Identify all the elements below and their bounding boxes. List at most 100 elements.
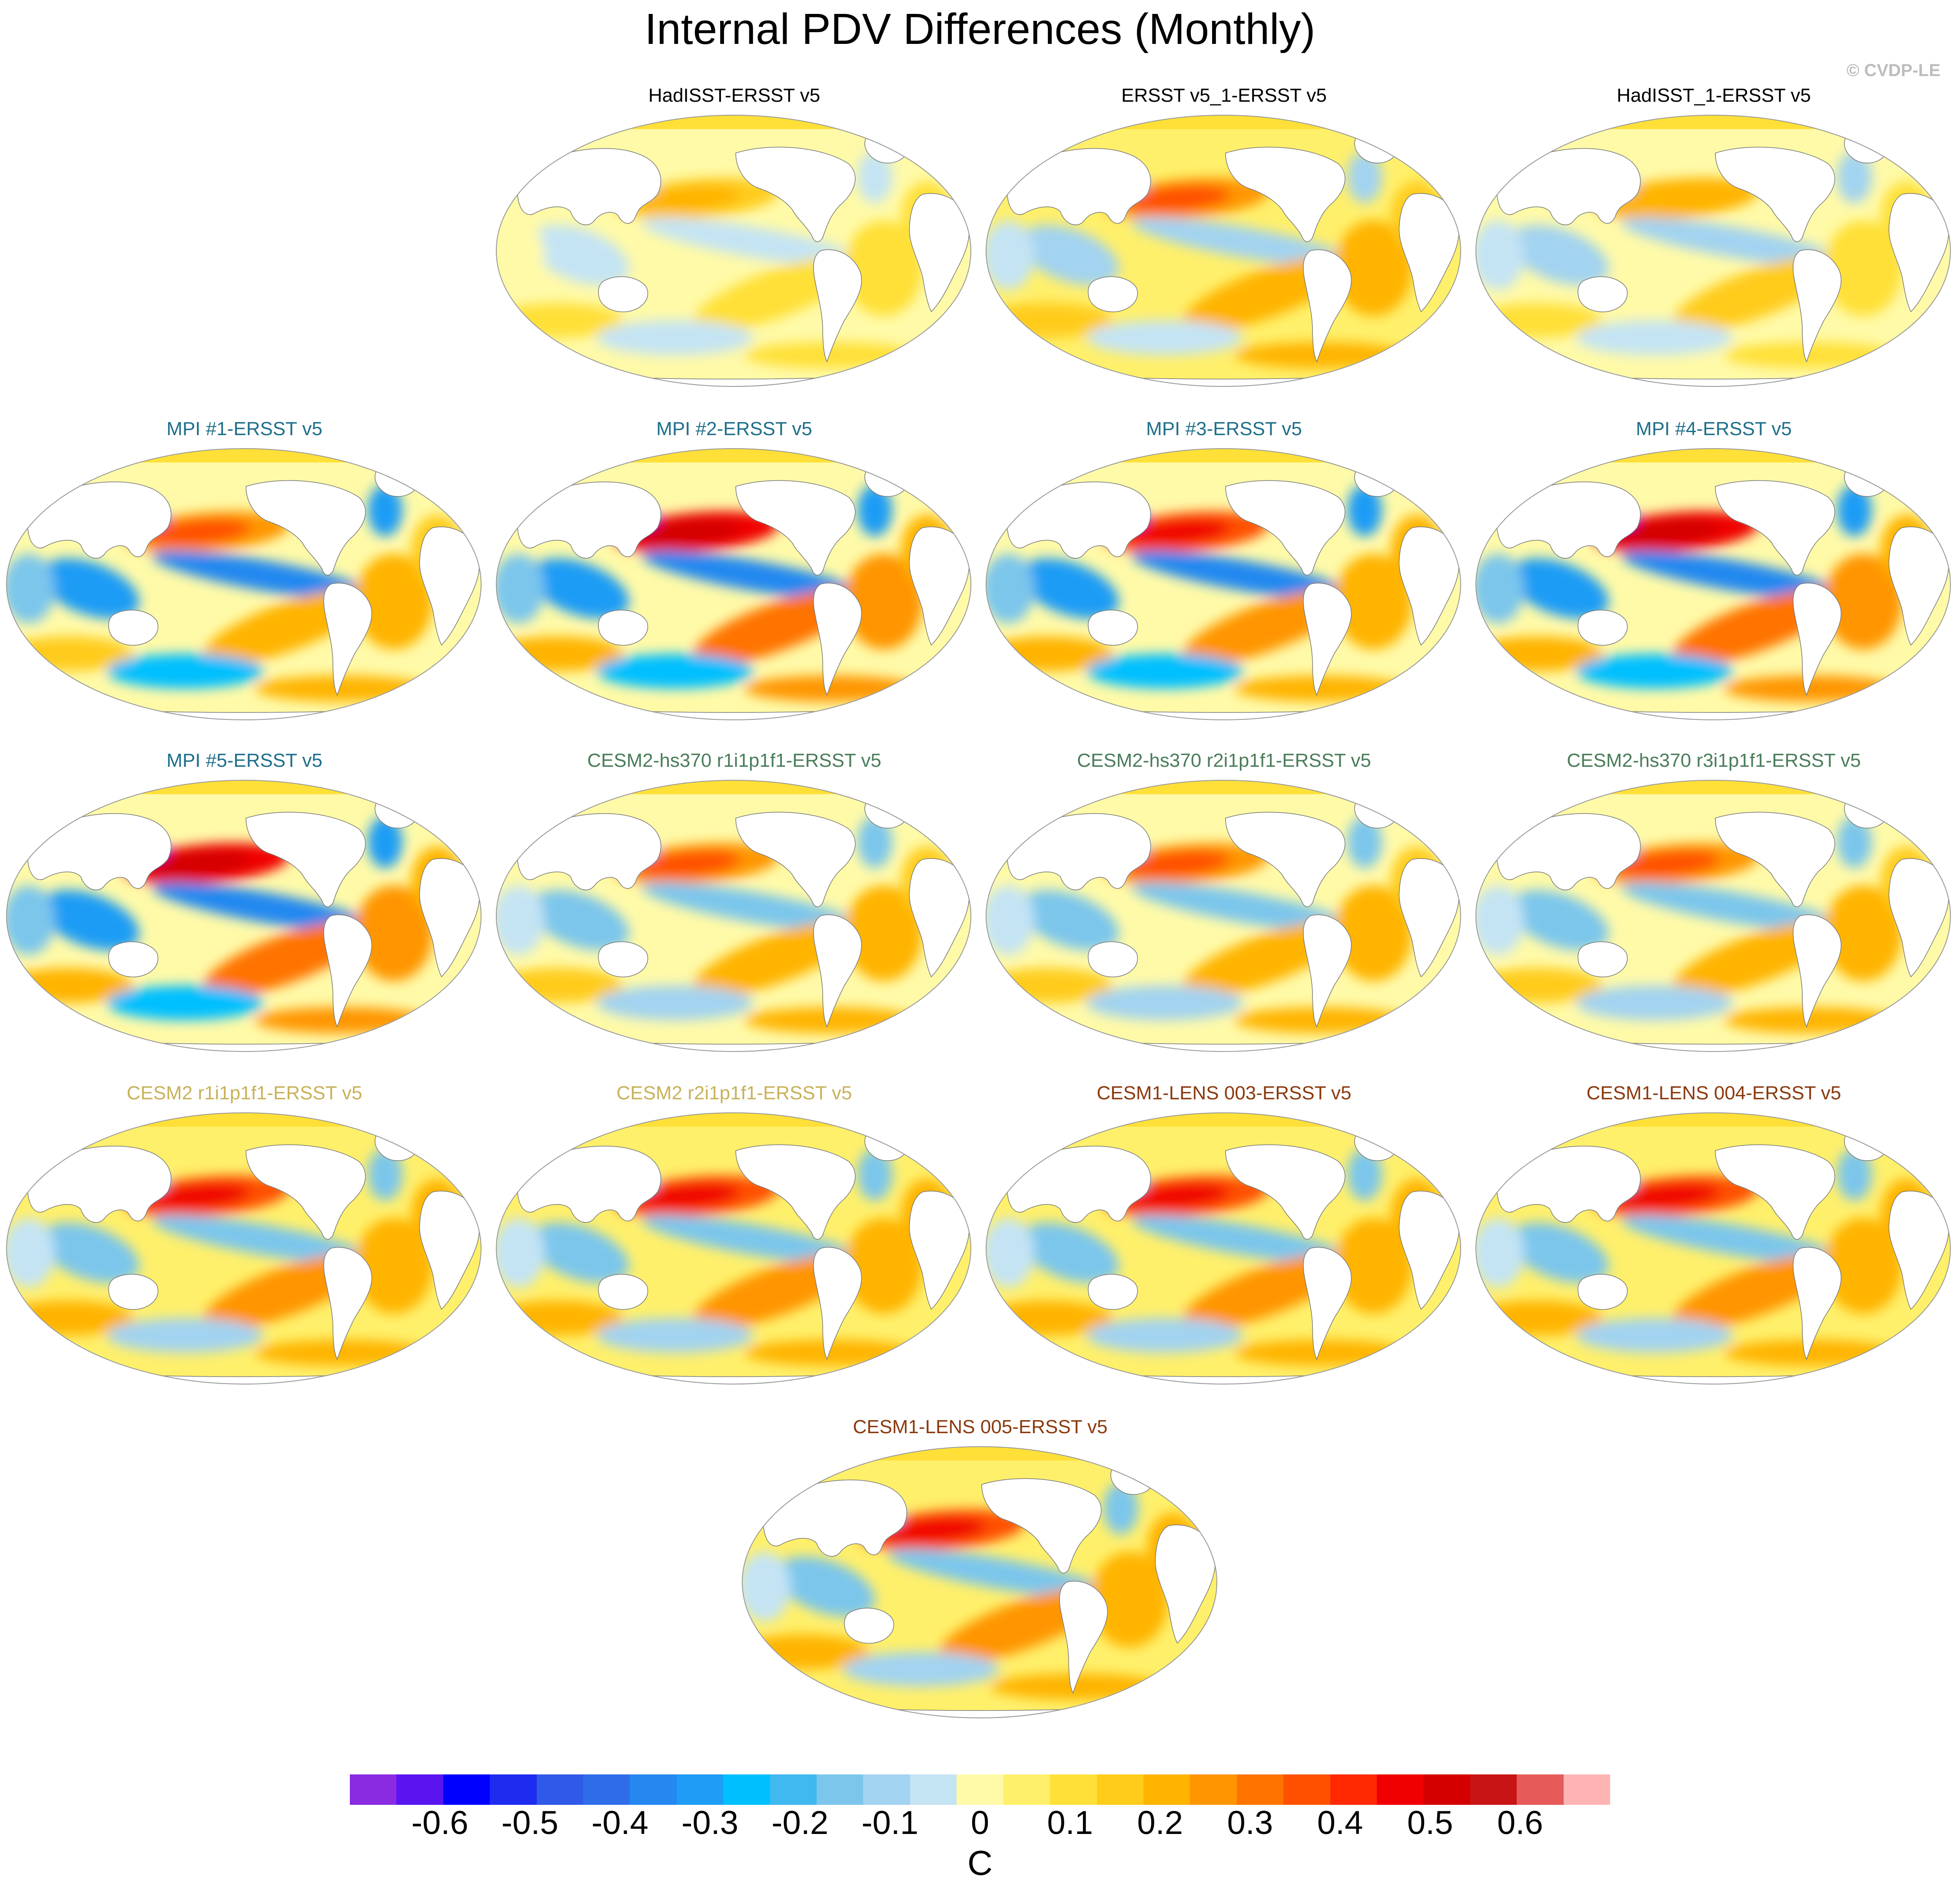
anomaly-blob	[529, 890, 629, 951]
arctic-band	[1476, 780, 1950, 794]
colorbar-swatch	[350, 1774, 397, 1805]
colorbar-swatch	[1423, 1774, 1471, 1805]
colorbar-swatch	[1470, 1774, 1517, 1805]
panel-title: CESM1-LENS 004-ERSST v5	[1586, 1082, 1841, 1104]
anomaly-blob	[1131, 1215, 1355, 1265]
land-mass	[1007, 813, 1151, 890]
land-mass	[1088, 941, 1138, 978]
anomaly-blob	[986, 220, 1034, 290]
land-mass	[763, 1479, 907, 1557]
land-mass	[1088, 1274, 1138, 1310]
land-mass	[1793, 1247, 1842, 1360]
land-mass	[1715, 1144, 1835, 1240]
map-outline	[1475, 780, 1951, 1052]
anomaly-blob	[355, 885, 433, 981]
land-mass	[1225, 812, 1345, 907]
anomaly-blob	[40, 558, 140, 619]
anomaly-blob	[1334, 220, 1412, 316]
map-outline	[6, 1112, 482, 1384]
land-mass	[27, 481, 172, 559]
map-panel: MPI #2-ERSST v5	[490, 418, 979, 749]
anomaly-blob	[636, 519, 740, 545]
anomaly-blob	[1131, 551, 1355, 600]
anomaly-blob	[1621, 882, 1844, 932]
anomaly-blob	[107, 985, 263, 1020]
anomaly-blob	[882, 1517, 986, 1543]
panel-title: MPI #5-ERSST v5	[166, 750, 322, 771]
land-mass	[813, 249, 862, 363]
land-mass	[981, 1478, 1102, 1574]
colorbar-swatch	[1003, 1774, 1050, 1805]
map-outline	[1475, 448, 1951, 720]
land-mass	[246, 812, 366, 907]
land-mass	[1715, 146, 1835, 242]
map-panel: CESM2-hs370 r3i1p1f1-ERSST v5	[1469, 750, 1958, 1080]
map-plot	[741, 1446, 1218, 1718]
land-mass	[813, 582, 862, 696]
anomaly-blob	[844, 885, 923, 981]
anomaly-blob	[857, 484, 892, 536]
land-mass	[735, 812, 856, 907]
map-outline	[495, 780, 972, 1052]
panel-title: CESM2-hs370 r1i1p1f1-ERSST v5	[587, 750, 881, 771]
panel-title: MPI #2-ERSST v5	[656, 418, 812, 439]
colorbar-swatch	[583, 1774, 630, 1805]
anomaly-blob	[636, 851, 740, 877]
panel-title: MPI #4-ERSST v5	[1636, 418, 1792, 439]
anomaly-blob	[1476, 220, 1524, 290]
land-mass	[1088, 609, 1138, 646]
arctic-band	[1476, 449, 1950, 463]
land-mass	[1007, 148, 1151, 225]
anomaly-blob	[1347, 816, 1382, 868]
anomaly-blob	[152, 551, 375, 600]
colorbar-tick-label: -0.6	[411, 1804, 468, 1841]
map-panel: CESM2-hs370 r2i1p1f1-ERSST v5	[980, 750, 1468, 1080]
colorbar-tick-label: 0.2	[1137, 1804, 1183, 1841]
anomaly-blob	[1347, 484, 1382, 536]
anomaly-blob	[857, 816, 892, 868]
colorbar-swatch	[863, 1774, 910, 1805]
land-mass	[1088, 276, 1138, 313]
colorbar-tick-label: 0.6	[1497, 1804, 1543, 1841]
anomaly-blob	[1837, 1148, 1872, 1201]
anomaly-blob	[986, 554, 1034, 623]
colorbar-swatch	[723, 1774, 771, 1805]
anomaly-blob	[496, 554, 545, 623]
map-plot	[1475, 448, 1951, 720]
anomaly-blob	[844, 1218, 923, 1314]
arctic-band	[986, 449, 1461, 463]
anomaly-blob	[597, 985, 753, 1020]
anomaly-blob	[1621, 1215, 1844, 1265]
map-panel: CESM2 r2i1p1f1-ERSST v5	[490, 1082, 979, 1413]
anomaly-blob	[1615, 851, 1720, 877]
map-outline	[6, 780, 482, 1052]
colorbar-swatch	[1190, 1774, 1237, 1805]
colorbar-swatch	[1517, 1774, 1564, 1805]
anomaly-blob	[857, 1148, 892, 1201]
land-mass	[1303, 582, 1352, 696]
map-outline	[495, 1112, 972, 1384]
map-plot	[985, 780, 1462, 1052]
panel-title: CESM1-LENS 005-ERSST v5	[853, 1416, 1108, 1438]
panel-title: CESM2 r1i1p1f1-ERSST v5	[126, 1082, 362, 1104]
land-mass	[1225, 146, 1345, 242]
anomaly-blob	[857, 151, 892, 203]
anomaly-blob	[529, 225, 629, 286]
land-mass	[517, 148, 661, 225]
arctic-band	[496, 1113, 971, 1127]
anomaly-blob	[1086, 1318, 1243, 1353]
anomaly-blob	[1576, 1318, 1733, 1353]
arctic-band	[7, 1113, 481, 1127]
land-mass	[1303, 249, 1352, 363]
anomaly-blob	[1615, 186, 1720, 212]
map-outline	[985, 1112, 1462, 1384]
map-plot	[1475, 780, 1951, 1052]
anomaly-blob	[496, 220, 545, 290]
colorbar-tick-label: 0	[970, 1804, 990, 1841]
anomaly-blob	[1126, 186, 1230, 212]
map-panel: ERSST v5_1-ERSST v5	[980, 85, 1468, 415]
colorbar-swatch	[1143, 1774, 1190, 1805]
anomaly-blob	[597, 320, 753, 355]
colorbar-swatch	[630, 1774, 677, 1805]
land-mass	[323, 914, 372, 1028]
